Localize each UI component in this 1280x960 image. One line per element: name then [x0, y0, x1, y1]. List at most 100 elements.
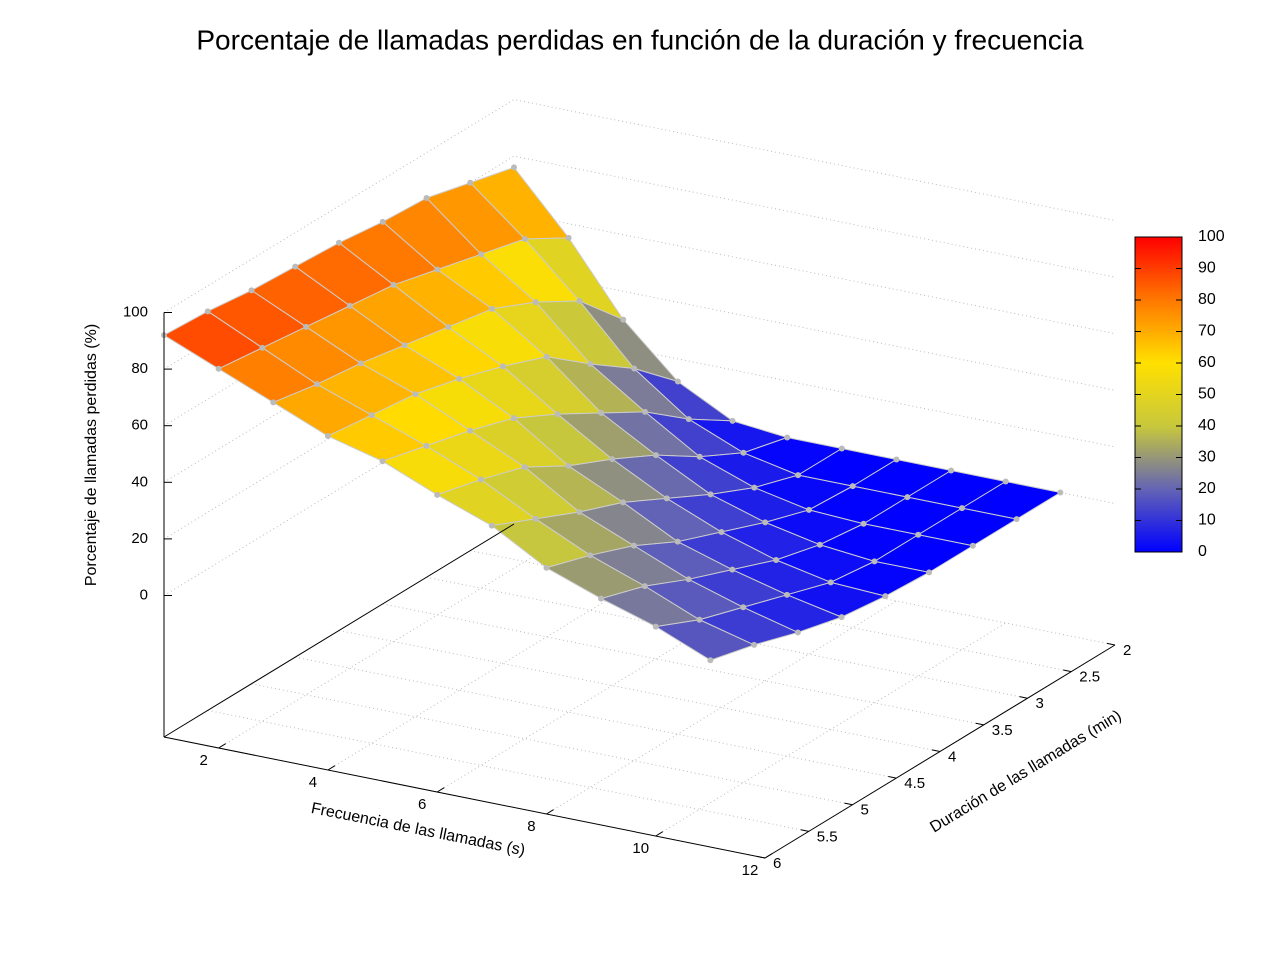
grid-line	[655, 622, 1006, 837]
grid-line	[546, 600, 897, 815]
surface-point	[882, 593, 889, 600]
y-tick-label: 4	[948, 748, 956, 765]
surface-point	[576, 509, 583, 516]
z-tick-label: 60	[131, 417, 148, 434]
surface-point	[565, 234, 572, 241]
surface-point	[1057, 489, 1064, 496]
surface-point	[860, 520, 867, 527]
surface-point	[773, 557, 780, 564]
surface-point	[707, 657, 714, 664]
grid-line	[436, 578, 788, 793]
surface-point	[740, 449, 747, 456]
surface-point	[401, 342, 408, 349]
surface-point	[642, 408, 649, 415]
surface-point	[379, 458, 386, 465]
y-tick	[975, 722, 984, 726]
surface-point	[587, 361, 594, 368]
grid-line	[163, 268, 1116, 483]
z-tick-label: 80	[131, 360, 148, 377]
surface-point	[499, 363, 506, 370]
colorbar-tick-label: 20	[1198, 480, 1216, 497]
surface-point	[948, 467, 955, 474]
x-tick	[764, 853, 773, 859]
surface-point	[467, 179, 474, 186]
y-tick-label: 6	[773, 855, 781, 872]
y-tick-label: 2	[1123, 642, 1131, 659]
x-tick-label: 2	[199, 752, 207, 769]
surface-point	[314, 381, 321, 388]
x-tick-label: 8	[527, 818, 535, 835]
surface-point	[784, 434, 791, 441]
surface-point	[1002, 478, 1009, 485]
surface-point	[707, 491, 714, 498]
surface-point	[598, 595, 605, 602]
surface-point	[390, 281, 397, 288]
surface-point	[783, 591, 790, 598]
y-tick	[1106, 642, 1116, 646]
surface-point	[926, 569, 933, 576]
surface-point	[816, 541, 823, 548]
colorbar-tick-label: 60	[1198, 354, 1216, 371]
colorbar-tick-label: 10	[1198, 512, 1216, 529]
surface-point	[368, 412, 375, 419]
surface-point	[477, 476, 484, 483]
surface-point	[292, 263, 299, 270]
surface-point	[685, 416, 692, 423]
y-tick-label: 5.5	[817, 828, 838, 845]
surface-point	[467, 427, 474, 434]
surface-point	[511, 164, 517, 171]
surface-point	[434, 266, 441, 273]
y-tick-label: 2.5	[1079, 669, 1100, 686]
grid-line	[163, 325, 1116, 540]
surface-point	[215, 365, 222, 372]
colorbar-tick-label: 100	[1198, 228, 1225, 245]
surface-point	[685, 576, 692, 583]
grid-line	[218, 534, 569, 749]
z-tick-label: 20	[131, 530, 148, 547]
surface-point	[423, 195, 430, 202]
surface-point	[718, 529, 725, 536]
surface-point	[303, 323, 310, 330]
surface-point	[751, 484, 758, 491]
y-tick	[1019, 696, 1028, 699]
surface-point	[565, 462, 572, 469]
x-axis	[163, 736, 766, 859]
x-tick-label: 12	[742, 862, 759, 879]
surface-point	[696, 616, 703, 623]
z-tick-label: 0	[140, 586, 148, 603]
grid-line	[327, 556, 679, 771]
surface-point	[521, 464, 528, 471]
y-tick	[888, 776, 897, 779]
z-tick-label: 100	[123, 303, 148, 320]
y-tick-label: 3.5	[992, 722, 1013, 739]
surface-point	[270, 399, 277, 406]
surface-point	[554, 411, 561, 418]
surface-point	[827, 579, 834, 586]
x-tick	[218, 743, 226, 749]
surface-point	[762, 519, 769, 526]
surface-point	[489, 305, 496, 312]
colorbar-tick-label: 80	[1198, 291, 1216, 308]
surface-point	[1013, 516, 1020, 523]
surface-point	[696, 453, 703, 460]
surface-point	[620, 316, 627, 323]
chart-title: Porcentaje de llamadas perdidas en funci…	[196, 24, 1084, 55]
surface-point	[587, 552, 594, 559]
surface-point	[510, 415, 517, 422]
x-tick-label: 4	[309, 774, 317, 791]
surface-point	[598, 409, 605, 416]
y-tick	[800, 829, 809, 832]
y-tick	[844, 802, 853, 806]
surface-point	[904, 494, 911, 501]
colorbar-tick-label: 70	[1198, 323, 1216, 340]
colorbar-tick-label: 50	[1198, 386, 1216, 403]
surface-point	[445, 324, 452, 331]
base-edge	[163, 523, 515, 738]
surface-point	[893, 456, 900, 463]
x-tick-label: 6	[418, 796, 426, 813]
surface-point	[412, 391, 419, 398]
surface-point	[336, 239, 342, 246]
surface-point	[346, 302, 353, 309]
colorbar-tick-label: 40	[1198, 417, 1216, 434]
